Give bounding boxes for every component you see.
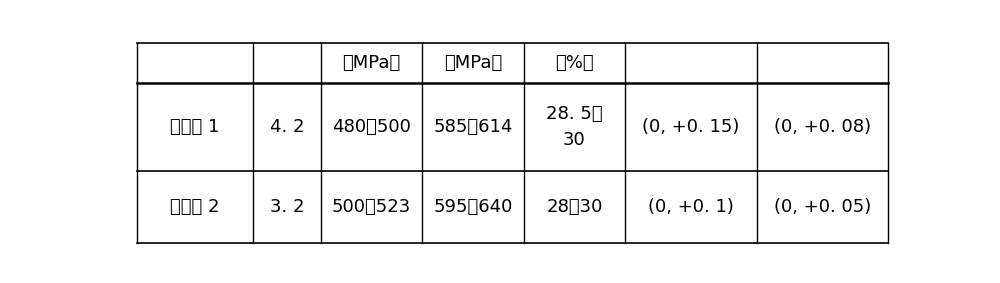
Text: 实施例 1: 实施例 1	[170, 118, 220, 136]
Text: 480～500: 480～500	[332, 118, 411, 136]
Text: 3. 2: 3. 2	[270, 198, 304, 216]
Text: (0, +0. 1): (0, +0. 1)	[648, 198, 734, 216]
Text: （MPa）: （MPa）	[444, 54, 502, 72]
Text: 500～523: 500～523	[332, 198, 411, 216]
Text: 4. 2: 4. 2	[270, 118, 304, 136]
Text: 585～614: 585～614	[433, 118, 513, 136]
Text: 595～640: 595～640	[433, 198, 513, 216]
Text: 28～30: 28～30	[546, 198, 603, 216]
Text: (0, +0. 15): (0, +0. 15)	[642, 118, 740, 136]
Text: （%）: （%）	[555, 54, 594, 72]
Text: （MPa）: （MPa）	[342, 54, 401, 72]
Text: 实施例 2: 实施例 2	[170, 198, 220, 216]
Text: (0, +0. 05): (0, +0. 05)	[774, 198, 871, 216]
Text: (0, +0. 08): (0, +0. 08)	[774, 118, 871, 136]
Text: 28. 5～
30: 28. 5～ 30	[546, 105, 603, 149]
